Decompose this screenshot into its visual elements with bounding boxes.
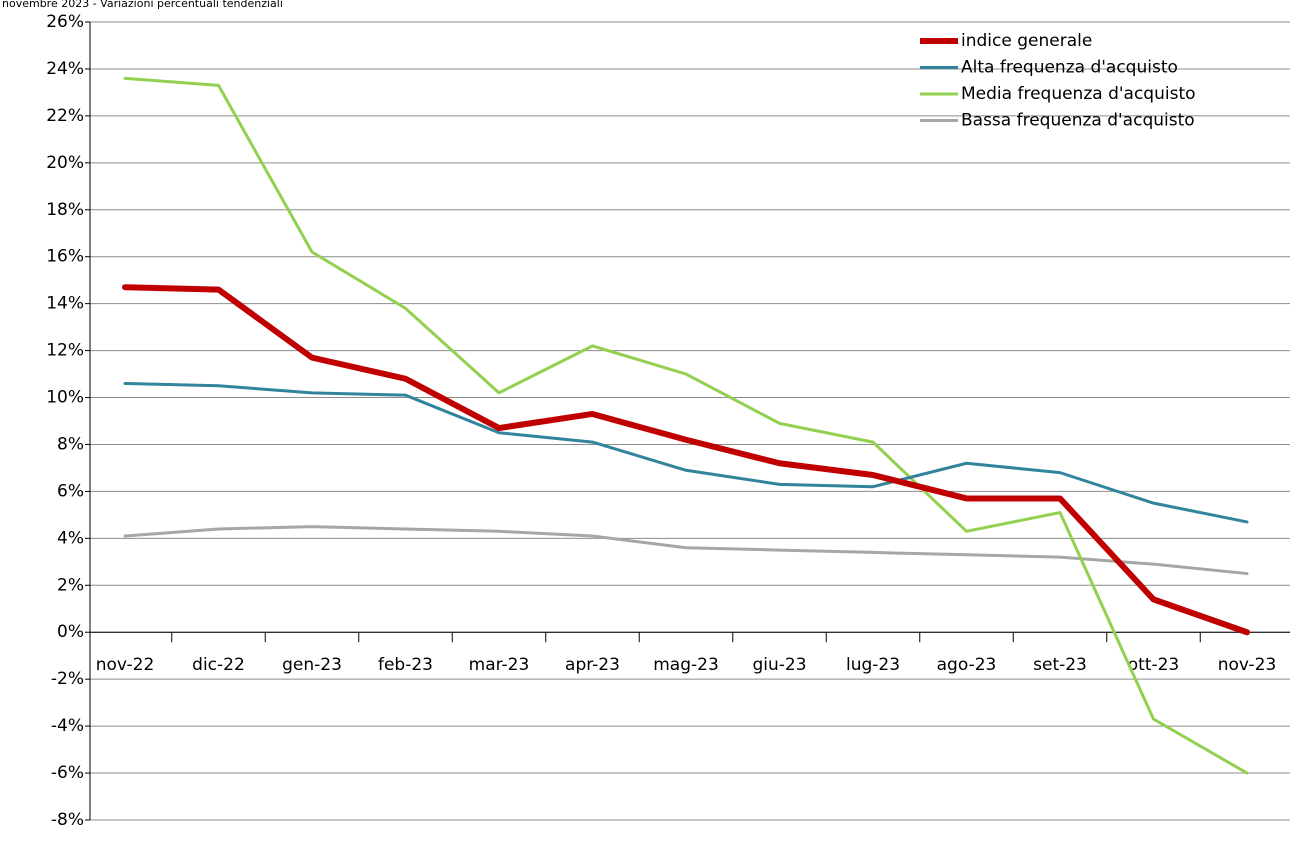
x-tick-label: apr-23 xyxy=(565,655,620,675)
y-tick-label: 18% xyxy=(46,200,84,220)
y-tick-label: 14% xyxy=(46,294,84,314)
x-tick-label: mar-23 xyxy=(469,655,530,675)
y-tick-label: 4% xyxy=(57,528,84,548)
chart-title: novembre 2023 - Variazioni percentuali t… xyxy=(2,0,283,10)
y-tick-label: 16% xyxy=(46,247,84,267)
y-tick-label: 2% xyxy=(57,575,84,595)
x-tick-label: feb-23 xyxy=(378,655,433,675)
y-tick-label: 26% xyxy=(46,12,84,32)
x-tick-label: nov-23 xyxy=(1218,655,1277,675)
y-tick-label: 12% xyxy=(46,341,84,361)
legend-label: indice generale xyxy=(961,31,1092,51)
y-tick-label: -8% xyxy=(51,810,84,830)
y-tick-label: 10% xyxy=(46,388,84,408)
legend-label: Bassa frequenza d'acquisto xyxy=(961,111,1195,131)
x-tick-label: nov-22 xyxy=(96,655,155,675)
legend-label: Media frequenza d'acquisto xyxy=(961,84,1196,104)
series-line xyxy=(123,525,1249,576)
y-tick-label: -4% xyxy=(51,716,84,736)
y-tick-label: 20% xyxy=(46,153,84,173)
legend-label: Alta frequenza d'acquisto xyxy=(961,58,1178,78)
y-tick-label: 24% xyxy=(46,59,84,79)
y-tick-label: 22% xyxy=(46,106,84,126)
x-tick-label: gen-23 xyxy=(282,655,342,675)
x-tick-label: set-23 xyxy=(1033,655,1087,675)
y-tick-label: 6% xyxy=(57,481,84,501)
y-tick-label: -2% xyxy=(51,669,84,689)
x-tick-label: dic-22 xyxy=(192,655,245,675)
x-tick-label: lug-23 xyxy=(846,655,900,675)
x-tick-label: mag-23 xyxy=(653,655,719,675)
series-line xyxy=(123,381,1249,524)
y-tick-label: 8% xyxy=(57,434,84,454)
y-tick-label: -6% xyxy=(51,763,84,783)
x-tick-label: ott-23 xyxy=(1128,655,1180,675)
series-line xyxy=(122,284,1250,636)
x-tick-label: ago-23 xyxy=(937,655,997,675)
series-line xyxy=(123,76,1249,775)
y-tick-label: 0% xyxy=(57,622,84,642)
x-tick-label: giu-23 xyxy=(752,655,806,675)
